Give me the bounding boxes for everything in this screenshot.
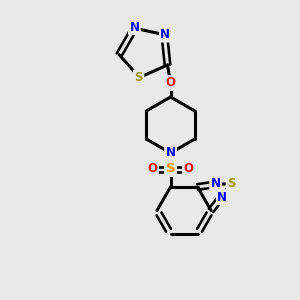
Text: N: N [160, 28, 170, 41]
Text: S: S [166, 163, 175, 176]
Text: N: N [129, 21, 140, 34]
Text: O: O [184, 163, 194, 176]
Text: O: O [148, 163, 158, 176]
Text: N: N [211, 177, 220, 190]
Text: N: N [218, 190, 227, 203]
Text: N: N [166, 146, 176, 160]
Text: S: S [134, 71, 143, 84]
Text: S: S [227, 177, 236, 190]
Text: O: O [166, 76, 176, 89]
